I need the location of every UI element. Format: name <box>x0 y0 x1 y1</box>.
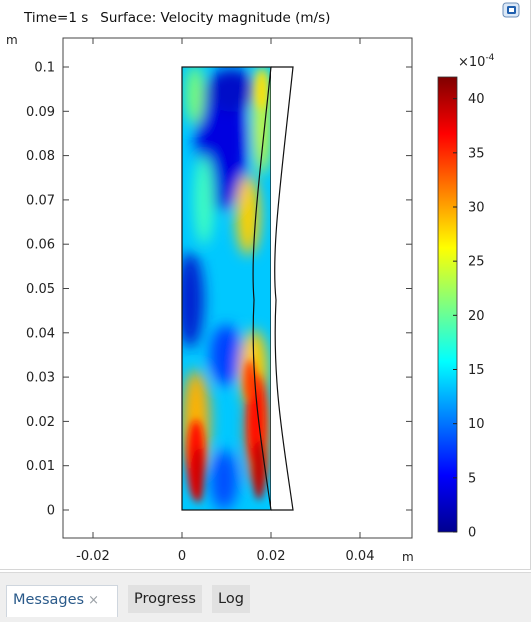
x-tick-label: -0.02 <box>76 549 110 564</box>
tab-messages-label: Messages <box>13 592 85 608</box>
time-label: Time=1 s <box>24 10 89 26</box>
plot-window: Time=1 s Surface: Velocity magnitude (m/s… <box>0 0 531 570</box>
colorbar-tick-label: 30 <box>468 201 485 216</box>
y-tick-label: 0.01 <box>26 459 55 474</box>
tab-log[interactable]: Log <box>212 585 250 613</box>
colorbar-tick-label: 5 <box>468 471 476 486</box>
colorbar-tick-label: 15 <box>468 363 485 378</box>
x-tick-label: 0.02 <box>257 549 286 564</box>
plot-area[interactable]: m m 0 0.01 0.02 0.03 0.04 0.05 0.06 0.07 0.08 0.0… <box>0 0 531 570</box>
tab-messages[interactable]: Messages × <box>6 585 118 617</box>
velocity-surface <box>182 67 271 510</box>
y-tick-label: 0.05 <box>26 282 55 297</box>
x-axis-ticks: -0.02 0 0.02 0.04 <box>76 38 374 564</box>
colorbar <box>437 76 458 533</box>
colorbar-exponent: ×10-4 <box>458 53 495 70</box>
colorbar-tick-label: 40 <box>468 92 485 107</box>
colorbar-tick-label: 25 <box>468 255 485 270</box>
y-tick-label: 0.02 <box>26 415 55 430</box>
x-axis-unit: m <box>402 550 414 564</box>
x-tick-label: 0 <box>178 549 186 564</box>
y-tick-label: 0.06 <box>26 238 55 253</box>
deformed-wall <box>271 66 294 511</box>
y-tick-label: 0.03 <box>26 371 55 386</box>
y-tick-label: 0.09 <box>26 105 55 120</box>
y-tick-label: 0.04 <box>26 326 55 341</box>
y-tick-label: 0.08 <box>26 149 55 164</box>
y-tick-label: 0 <box>47 504 55 519</box>
y-tick-label: 0.1 <box>34 61 55 76</box>
y-axis-ticks: 0 0.01 0.02 0.03 0.04 0.05 0.06 0.07 0.08 0.09 0.1 <box>26 61 412 519</box>
colorbar-tick-label: 10 <box>468 417 485 432</box>
bottom-panel-tabs: Messages × Progress Log <box>0 572 531 622</box>
y-axis-unit: m <box>6 33 18 47</box>
colorbar-tick-label: 0 <box>468 526 476 541</box>
x-tick-label: 0.04 <box>346 549 375 564</box>
surface-label: Surface: Velocity magnitude (m/s) <box>100 10 331 26</box>
y-tick-label: 0.07 <box>26 193 55 208</box>
colorbar-tick-label: 20 <box>468 309 485 324</box>
tab-progress[interactable]: Progress <box>128 585 202 613</box>
colorbar-tick-label: 35 <box>468 146 485 161</box>
close-icon[interactable]: × <box>88 593 100 608</box>
plot-title: Time=1 s Surface: Velocity magnitude (m/s… <box>24 10 330 26</box>
plot-toolbar-icon[interactable] <box>502 2 520 18</box>
colorbar-ticks: 0 5 10 15 20 25 30 35 40 <box>453 92 485 541</box>
